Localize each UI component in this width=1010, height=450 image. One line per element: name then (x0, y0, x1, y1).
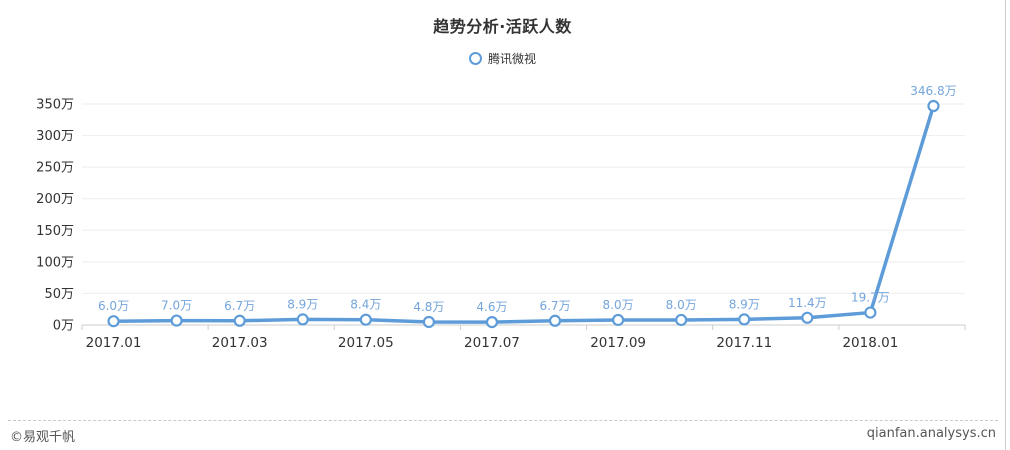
data-point[interactable] (107, 315, 120, 328)
data-point[interactable] (233, 314, 246, 327)
source-url-label: qianfan.analysys.cn (866, 426, 996, 441)
data-point-label: 6.7万 (539, 299, 570, 313)
x-axis-tick-label: 2017.01 (86, 335, 142, 351)
y-axis-tick-label: 50万 (44, 287, 74, 302)
y-axis-tick-label: 150万 (36, 224, 74, 239)
legend-circle-icon (468, 52, 482, 65)
data-point-label: 4.8万 (413, 300, 444, 314)
x-axis-tick-label: 2017.03 (212, 335, 268, 351)
data-point[interactable] (485, 315, 499, 329)
legend-label: 腾讯微视 (487, 52, 536, 66)
data-point-label: 8.4万 (350, 298, 381, 312)
x-axis-tick-label: 2018.01 (842, 335, 898, 351)
legend-item-tencent-weishi[interactable]: 腾讯微视 (0, 50, 1005, 67)
trend-line-chart: 0万 50万 100万 150万 200万 250万 300万 350万 2017.01 2017… (36, 84, 966, 351)
y-axis-tick-label: 300万 (36, 129, 74, 144)
data-point-label: 8.0万 (603, 298, 634, 312)
data-point-label: 8.9万 (287, 297, 318, 311)
data-point[interactable] (864, 306, 877, 319)
x-axis-tick-label: 2017.05 (338, 335, 394, 351)
data-point[interactable] (675, 313, 688, 327)
data-point[interactable] (422, 315, 435, 329)
data-point-label: 346.8万 (910, 84, 956, 98)
data-point[interactable] (738, 313, 751, 326)
data-point[interactable] (359, 313, 372, 326)
line-series-tencent-weishi (111, 104, 936, 324)
footer-divider (8, 420, 998, 421)
chart-title: 趋势分析·活跃人数 (433, 17, 572, 36)
data-point[interactable] (612, 313, 625, 327)
x-axis-tick-label: 2017.11 (716, 335, 772, 351)
y-axis-tick-label: 0万 (53, 319, 74, 334)
data-point-label: 19.7万 (851, 291, 890, 305)
data-point[interactable] (548, 314, 562, 327)
data-point[interactable] (801, 311, 814, 324)
data-point-label: 8.0万 (666, 298, 697, 312)
data-point-label: 11.4万 (788, 296, 827, 310)
page-right-border (1005, 0, 1006, 450)
data-point[interactable] (927, 99, 940, 113)
x-axis-tick-label: 2017.07 (464, 335, 520, 351)
data-point-label: 8.9万 (729, 297, 760, 311)
copyright-label: ©易观千帆 (10, 430, 76, 445)
y-axis-tick-label: 350万 (36, 98, 74, 113)
x-axis-tick-label: 2017.09 (590, 335, 646, 351)
data-point[interactable] (296, 313, 309, 326)
data-point-label: 4.6万 (476, 300, 507, 314)
data-point[interactable] (170, 314, 183, 327)
data-point-label: 6.7万 (224, 299, 255, 313)
data-point-label: 6.0万 (98, 299, 129, 313)
y-axis-tick-label: 250万 (36, 161, 74, 176)
y-axis-tick-label: 200万 (36, 192, 74, 207)
data-point-label: 7.0万 (161, 299, 192, 313)
y-axis-tick-label: 100万 (36, 255, 74, 270)
